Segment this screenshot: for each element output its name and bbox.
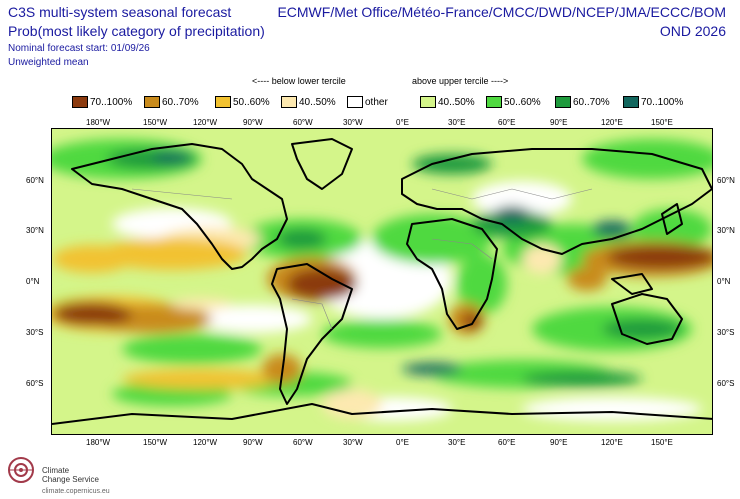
legend-item: 40..50% xyxy=(420,95,475,109)
legend-item: 40..50% xyxy=(281,95,336,109)
systems-list: ECMWF/Met Office/Météo-France/CMCC/DWD/N… xyxy=(277,4,726,20)
legend-swatch xyxy=(215,96,231,108)
legend-label: 70..100% xyxy=(90,96,133,108)
lat-tick-label: 30°S xyxy=(717,328,735,337)
legend-swatch xyxy=(555,96,571,108)
lon-tick-label: 0°E xyxy=(396,118,409,127)
lon-tick-label: 60°W xyxy=(293,118,313,127)
lon-tick-label: 150°W xyxy=(143,118,168,127)
lat-tick-label: 60°S xyxy=(717,379,735,388)
legend-item: 50..60% xyxy=(215,95,270,109)
lon-tick-label: 180°W xyxy=(86,118,111,127)
lon-tick-label: 150°W xyxy=(143,438,168,447)
legend-item: 70..100% xyxy=(623,95,683,109)
subtitle: Prob(most likely category of precipitati… xyxy=(8,23,265,39)
above-tercile-label: above upper tercile ----> xyxy=(412,76,509,86)
legend-item: 70..100% xyxy=(72,95,132,109)
legend-item: other xyxy=(347,95,388,109)
legend-label: other xyxy=(365,96,388,108)
lon-tick-label: 0°E xyxy=(396,438,409,447)
season-label: OND 2026 xyxy=(659,23,726,39)
coastlines xyxy=(52,138,712,425)
lon-tick-label: 90°E xyxy=(550,118,568,127)
legend-swatch xyxy=(72,96,88,108)
lat-tick-label: 30°N xyxy=(26,226,44,235)
legend-label: 40..50% xyxy=(299,96,336,108)
lon-tick-label: 90°W xyxy=(243,438,263,447)
legend-label: 50..60% xyxy=(233,96,270,108)
title: C3S multi-system seasonal forecast xyxy=(8,4,232,20)
lon-tick-label: 120°E xyxy=(601,438,623,447)
legend-label: 50..60% xyxy=(504,96,541,108)
forecast-start: Nominal forecast start: 01/09/26 xyxy=(8,43,150,54)
legend-label: 70..100% xyxy=(641,96,684,108)
lon-tick-label: 30°W xyxy=(343,118,363,127)
legend-swatch xyxy=(420,96,436,108)
precipitation-map xyxy=(51,128,713,435)
mean-type: Unweighted mean xyxy=(8,57,89,68)
org-url: climate.copernicus.eu xyxy=(42,488,110,495)
org-name-line1: Climate xyxy=(42,466,70,475)
lon-tick-label: 60°E xyxy=(498,438,516,447)
map-svg xyxy=(52,129,712,434)
lat-tick-label: 30°S xyxy=(26,328,44,337)
lon-tick-label: 180°W xyxy=(86,438,111,447)
lon-tick-label: 150°E xyxy=(651,438,673,447)
lon-tick-label: 30°E xyxy=(448,118,466,127)
lat-tick-label: 60°N xyxy=(26,176,44,185)
lat-tick-label: 60°N xyxy=(717,176,735,185)
lon-tick-label: 150°E xyxy=(651,118,673,127)
lon-tick-label: 60°E xyxy=(498,118,516,127)
legend-swatch xyxy=(486,96,502,108)
lat-tick-label: 60°S xyxy=(26,379,44,388)
copernicus-logo xyxy=(8,457,34,483)
lon-tick-label: 90°W xyxy=(243,118,263,127)
legend-label: 60..70% xyxy=(573,96,610,108)
lon-tick-label: 30°E xyxy=(448,438,466,447)
lon-tick-label: 30°W xyxy=(343,438,363,447)
org-name-line2: Change Service xyxy=(42,475,99,484)
lon-tick-label: 120°W xyxy=(193,118,218,127)
lat-tick-label: 0°N xyxy=(26,277,40,286)
lat-tick-label: 0°N xyxy=(717,277,731,286)
below-tercile-label: <---- below lower tercile xyxy=(252,76,346,86)
legend-swatch xyxy=(623,96,639,108)
lon-tick-label: 120°W xyxy=(193,438,218,447)
country-borders xyxy=(131,188,593,330)
legend-item: 60..70% xyxy=(144,95,199,109)
legend-swatch xyxy=(281,96,297,108)
lon-tick-label: 90°E xyxy=(550,438,568,447)
legend: 70..100% 60..70% 50..60% 40..50% other 40..50… xyxy=(72,95,712,109)
legend-item: 50..60% xyxy=(486,95,541,109)
legend-swatch xyxy=(144,96,160,108)
lat-tick-label: 30°N xyxy=(717,226,735,235)
lon-tick-label: 60°W xyxy=(293,438,313,447)
legend-label: 60..70% xyxy=(162,96,199,108)
lon-tick-label: 120°E xyxy=(601,118,623,127)
legend-item: 60..70% xyxy=(555,95,610,109)
legend-label: 40..50% xyxy=(438,96,475,108)
legend-swatch xyxy=(347,96,363,108)
